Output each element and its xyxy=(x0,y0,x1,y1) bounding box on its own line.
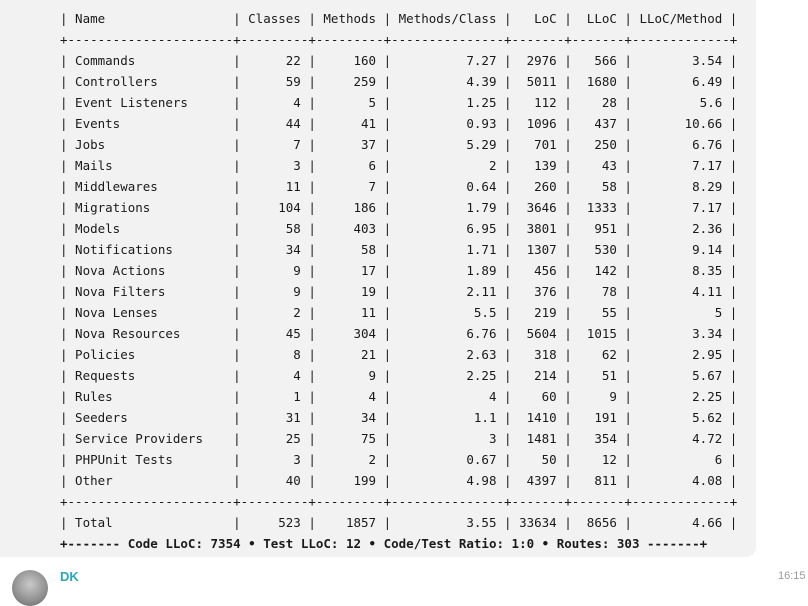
table-row: | Commands | 22 | 160 | 7.27 | 2976 | 56… xyxy=(60,53,738,68)
table-row: | Rules | 1 | 4 | 4 | 60 | 9 | 2.25 | xyxy=(60,389,738,404)
avatar[interactable] xyxy=(12,570,48,606)
table-total-row: | Total | 523 | 1857 | 3.55 | 33634 | 86… xyxy=(60,515,738,530)
table-row: | Event Listeners | 4 | 5 | 1.25 | 112 |… xyxy=(60,95,738,110)
table-separator: +----------------------+---------+------… xyxy=(60,494,738,509)
table-row: | Events | 44 | 41 | 0.93 | 1096 | 437 |… xyxy=(60,116,738,131)
table-row: | Seeders | 31 | 34 | 1.1 | 1410 | 191 |… xyxy=(60,410,738,425)
table-row: | Nova Resources | 45 | 304 | 6.76 | 560… xyxy=(60,326,738,341)
table-row: | Policies | 8 | 21 | 2.63 | 318 | 62 | … xyxy=(60,347,738,362)
table-row: | Service Providers | 25 | 75 | 3 | 1481… xyxy=(60,431,738,446)
table-row: | PHPUnit Tests | 3 | 2 | 0.67 | 50 | 12… xyxy=(60,452,738,467)
message-timestamp: 16:15 xyxy=(778,570,806,582)
table-row: | Nova Lenses | 2 | 11 | 5.5 | 219 | 55 … xyxy=(60,305,738,320)
table-row: | Name | Classes | Methods | Methods/Cla… xyxy=(60,11,738,26)
message-bubble: | Name | Classes | Methods | Methods/Cla… xyxy=(0,0,756,557)
table-row: | Other | 40 | 199 | 4.98 | 4397 | 811 |… xyxy=(60,473,738,488)
sender-name[interactable]: DK xyxy=(60,569,79,584)
table-row: | Notifications | 34 | 58 | 1.71 | 1307 … xyxy=(60,242,738,257)
table-row: | Controllers | 59 | 259 | 4.39 | 5011 |… xyxy=(60,74,738,89)
code-block: | Name | Classes | Methods | Methods/Cla… xyxy=(60,8,737,554)
summary-footer: +------- Code LLoC: 7354 • Test LLoC: 12… xyxy=(60,536,708,551)
table-row: | Nova Filters | 9 | 19 | 2.11 | 376 | 7… xyxy=(60,284,738,299)
table-row: | Migrations | 104 | 186 | 1.79 | 3646 |… xyxy=(60,200,738,215)
table-row: | Requests | 4 | 9 | 2.25 | 214 | 51 | 5… xyxy=(60,368,738,383)
table-row: | Jobs | 7 | 37 | 5.29 | 701 | 250 | 6.7… xyxy=(60,137,738,152)
table-row: | Models | 58 | 403 | 6.95 | 3801 | 951 … xyxy=(60,221,738,236)
table-row: | Mails | 3 | 6 | 2 | 139 | 43 | 7.17 | xyxy=(60,158,738,173)
table-row: | Nova Actions | 9 | 17 | 1.89 | 456 | 1… xyxy=(60,263,738,278)
table-separator: +----------------------+---------+------… xyxy=(60,32,738,47)
table-row: | Middlewares | 11 | 7 | 0.64 | 260 | 58… xyxy=(60,179,738,194)
